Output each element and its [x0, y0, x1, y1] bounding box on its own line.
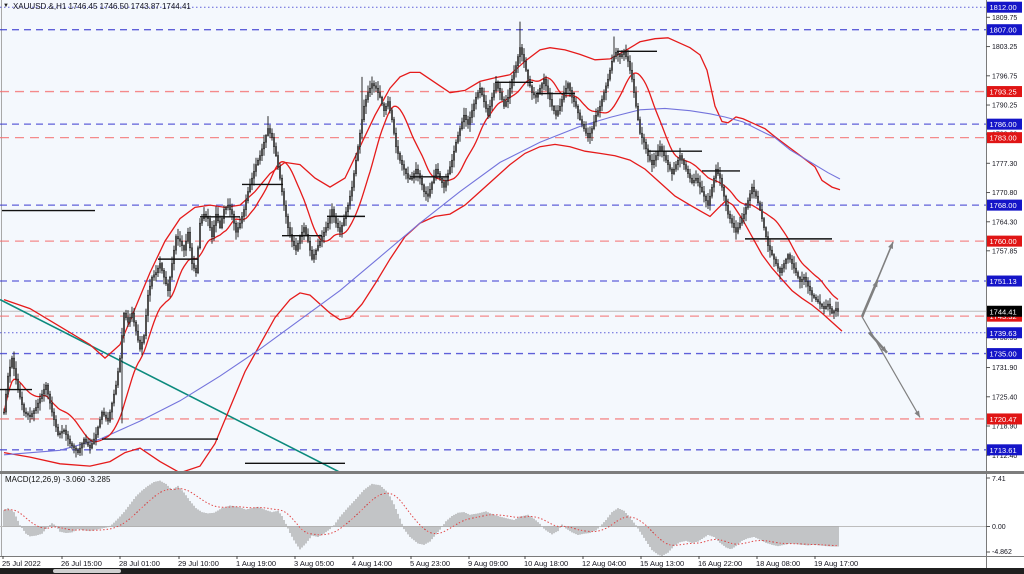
slow-ma-line [3, 107, 841, 456]
price-level-badge [987, 235, 1022, 247]
time-axis-panel[interactable] [0, 556, 1024, 568]
price-badge-label: 1760.00 [990, 237, 1017, 246]
time-tick-label: 26 Jul 15:00 [61, 559, 102, 568]
macd-scale-bottom: -4.862 [992, 549, 1012, 556]
arrowhead [914, 410, 920, 418]
time-tick-label: 1 Aug 19:00 [236, 559, 276, 568]
price-tick-label: 1770.80 [992, 190, 1017, 197]
projection-arrow[interactable] [860, 279, 879, 318]
arrowhead [888, 242, 893, 249]
price-badge-label: 1768.00 [990, 201, 1017, 210]
time-tick-label: 9 Aug 09:00 [468, 559, 508, 568]
price-tick-label: 1731.90 [992, 365, 1017, 372]
price-pane[interactable] [0, 6, 986, 473]
price-tick-label: 1718.90 [992, 424, 1017, 431]
price-tick-label: 1809.75 [992, 15, 1017, 22]
price-badge-label: 1751.13 [990, 277, 1017, 286]
time-tick-label: 4 Aug 14:00 [352, 559, 392, 568]
fast-ma-line [3, 72, 839, 443]
price-badge-label: 1807.00 [990, 26, 1017, 35]
chart-title-bar: ▼ XAUUSD.&,H1 1746.45 1746.50 1743.87 17… [3, 1, 191, 12]
pane-separator[interactable] [0, 471, 1024, 474]
price-tick-label: 1725.40 [992, 394, 1017, 401]
descending-trendline[interactable] [0, 298, 341, 473]
price-level-badge [987, 132, 1022, 144]
time-axis[interactable]: 25 Jul 2022 26 Jul 15:00 28 Jul 01:00 29 Ju… [2, 556, 858, 568]
time-tick-label: 15 Aug 13:00 [640, 559, 684, 568]
macd-pane[interactable] [0, 480, 986, 556]
time-tick-label: 12 Aug 04:00 [582, 559, 626, 568]
macd-label: MACD(12,26,9) -3.060 -3.285 [5, 475, 111, 484]
price-badge-label: 1735.00 [990, 350, 1017, 359]
price-tick-label: 1757.85 [992, 248, 1017, 255]
horizontal-scrollbar[interactable] [0, 568, 1024, 574]
macd-histogram [3, 480, 839, 556]
price-level-badge [987, 24, 1022, 36]
price-badge-label: 1713.61 [990, 446, 1017, 455]
price-level-badge [987, 413, 1022, 425]
price-tick-label: 1803.25 [992, 44, 1017, 51]
macd-scale-top: 7.41 [992, 476, 1006, 483]
macd-label-group: MACD(12,26,9) -3.060 -3.285 [5, 475, 111, 484]
collapse-indicator-icon[interactable]: ▼ [3, 3, 9, 9]
candles-layer [3, 21, 840, 458]
price-badge-label: 1744.41 [990, 307, 1017, 316]
price-level-badge [987, 348, 1022, 360]
time-tick-label: 29 Jul 10:00 [178, 559, 219, 568]
price-level-badge [987, 275, 1022, 287]
time-tick-label: 10 Aug 18:00 [524, 559, 568, 568]
price-level-badge [987, 199, 1022, 211]
arrowhead [880, 346, 887, 353]
price-tick-label: 1790.25 [992, 103, 1017, 110]
price-level-badge [987, 327, 1022, 339]
time-tick-label: 16 Aug 22:00 [698, 559, 742, 568]
price-level-badge [987, 86, 1022, 98]
price-badge-label: 1786.00 [990, 120, 1017, 129]
time-tick-label: 19 Aug 17:00 [814, 559, 858, 568]
price-badge-label: 1720.47 [990, 415, 1017, 424]
price-axis[interactable]: 1809.751803.251796.751790.251783.801777.… [986, 1, 1022, 556]
price-level-badge [987, 118, 1022, 130]
price-level-badge [987, 1, 1022, 13]
symbol-ohlc-label: XAUUSD.&,H1 1746.45 1746.50 1743.87 1744… [12, 2, 191, 11]
price-tick-label: 1712.40 [992, 453, 1017, 460]
price-badge-label: 1783.00 [990, 134, 1017, 143]
price-level-badge [987, 444, 1022, 456]
arrowhead [872, 280, 878, 288]
macd-scale-zero: 0.00 [992, 524, 1006, 531]
price-level-badge [987, 305, 1022, 317]
price-badge-label: 1812.00 [990, 3, 1017, 12]
time-tick-label: 25 Jul 2022 [2, 559, 41, 568]
price-badge-label: 1739.63 [990, 329, 1017, 338]
scrollbar-thumb[interactable] [53, 569, 121, 573]
price-tick-label: 1764.30 [992, 219, 1017, 226]
price-badge-label: 1793.25 [990, 88, 1017, 97]
time-tick-label: 3 Aug 05:00 [294, 559, 334, 568]
time-tick-label: 5 Aug 23:00 [410, 559, 450, 568]
price-tick-label: 1777.30 [992, 161, 1017, 168]
price-tick-label: 1738.55 [992, 335, 1017, 342]
time-tick-label: 18 Aug 08:00 [756, 559, 800, 568]
time-tick-label: 28 Jul 01:00 [119, 559, 160, 568]
price-tick-label: 1796.75 [992, 73, 1017, 80]
